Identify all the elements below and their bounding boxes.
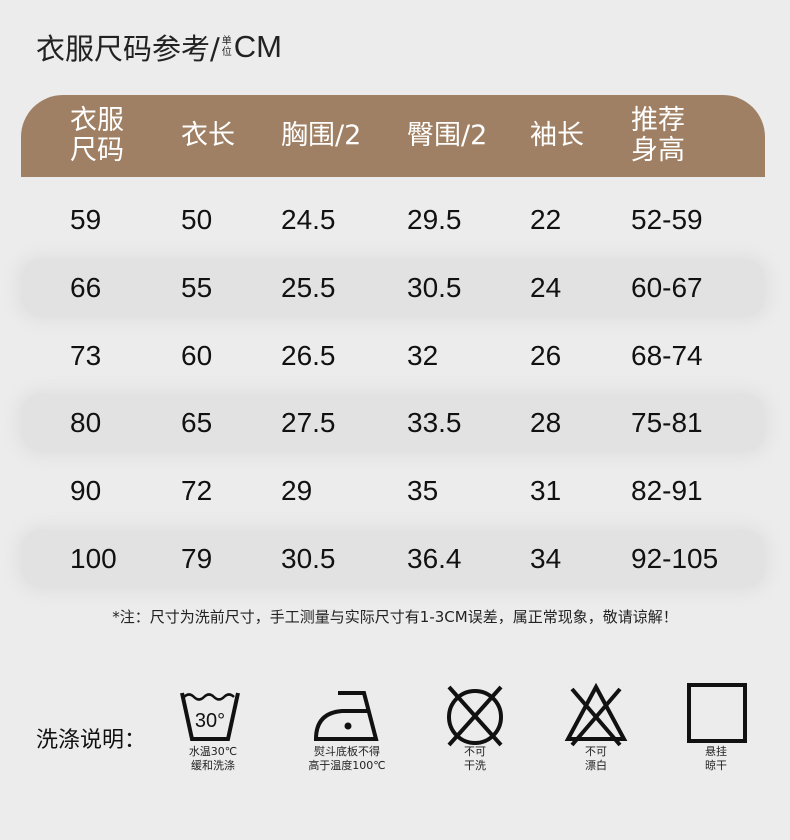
table-cell: 79 bbox=[181, 543, 213, 574]
table-cell: 72 bbox=[181, 475, 213, 507]
table-cell: 34 bbox=[530, 543, 562, 574]
title-text: 衣服尺码参考/ bbox=[36, 32, 220, 66]
care-caption: 水温30℃ 缓和洗涤 bbox=[158, 745, 268, 773]
care-caption: 熨斗底板不得 高于温度100℃ bbox=[292, 745, 402, 773]
table-cell: 26 bbox=[530, 339, 562, 371]
caption-line: 悬挂 bbox=[705, 745, 727, 758]
header-line: 尺码 bbox=[70, 135, 124, 166]
table-cell: 68-74 bbox=[631, 339, 703, 371]
table-cell: 50 bbox=[181, 204, 213, 235]
no-bleach-icon bbox=[564, 683, 628, 747]
table-cell: 24 bbox=[530, 271, 562, 303]
table-row: 59 50 24.5 29.5 22 52-59 bbox=[21, 191, 765, 249]
header-line: 衣服 bbox=[70, 105, 124, 136]
caption-line: 不可 bbox=[585, 745, 607, 758]
table-cell: 66 bbox=[70, 271, 102, 303]
table-cell: 36.4 bbox=[407, 543, 462, 574]
table-cell: 33.5 bbox=[407, 407, 462, 439]
table-row: 90 72 29 35 31 82-91 bbox=[21, 462, 765, 520]
table-cell: 60-67 bbox=[631, 271, 703, 303]
table-cell: 24.5 bbox=[281, 204, 336, 235]
wash-30-icon: 30° bbox=[180, 692, 240, 741]
header-line: 胸围/2 bbox=[281, 120, 362, 151]
care-caption: 不可 干洗 bbox=[420, 745, 530, 773]
column-header: 衣服 尺码 bbox=[70, 106, 124, 166]
caption-line: 漂白 bbox=[585, 759, 607, 772]
table-cell: 32 bbox=[407, 339, 439, 371]
header-line: 推荐 bbox=[631, 105, 685, 136]
table-cell: 30.5 bbox=[281, 543, 336, 574]
table-cell: 25.5 bbox=[281, 271, 336, 303]
table-cell: 92-105 bbox=[631, 543, 719, 574]
caption-line: 不可 bbox=[464, 745, 486, 758]
header-line: 衣长 bbox=[181, 120, 235, 151]
caption-line: 高于温度100℃ bbox=[308, 759, 386, 772]
unit-label: 单位 bbox=[222, 36, 232, 58]
table-cell: 29 bbox=[281, 475, 313, 507]
no-dry-clean-icon bbox=[447, 685, 503, 747]
table-cell: 28 bbox=[530, 407, 562, 439]
table-cell: 80 bbox=[70, 407, 102, 439]
table-cell: 26.5 bbox=[281, 339, 336, 371]
column-header: 袖长 bbox=[530, 121, 584, 151]
table-cell: 65 bbox=[181, 407, 213, 439]
table-row: 100 79 30.5 36.4 34 92-105 bbox=[21, 530, 765, 588]
page-title: 衣服尺码参考/ 单位 CM bbox=[36, 26, 282, 68]
table-row: 66 55 25.5 30.5 24 60-67 bbox=[21, 258, 765, 317]
table-cell: 27.5 bbox=[281, 407, 336, 439]
table-cell: 75-81 bbox=[631, 407, 703, 439]
column-header: 臀围/2 bbox=[407, 121, 487, 151]
column-header: 衣长 bbox=[181, 121, 235, 151]
table-cell: 82-91 bbox=[631, 475, 703, 507]
care-caption: 悬挂 晾干 bbox=[661, 745, 771, 773]
unit-char: 单 bbox=[221, 36, 232, 47]
header-line: 袖长 bbox=[530, 120, 584, 151]
table-cell: 55 bbox=[181, 271, 213, 303]
unit-value: CM bbox=[233, 29, 282, 64]
care-label: 洗涤说明： bbox=[36, 728, 147, 753]
table-cell: 59 bbox=[70, 204, 102, 235]
care-caption: 不可 漂白 bbox=[541, 745, 651, 773]
table-cell: 73 bbox=[70, 339, 102, 371]
table-cell: 52-59 bbox=[631, 204, 703, 235]
table-cell: 22 bbox=[530, 204, 562, 235]
caption-line: 晾干 bbox=[705, 759, 727, 772]
table-cell: 35 bbox=[407, 475, 439, 507]
table-cell: 29.5 bbox=[407, 204, 462, 235]
caption-line: 干洗 bbox=[464, 759, 486, 772]
caption-line: 熨斗底板不得 bbox=[314, 745, 380, 758]
column-header: 推荐 身高 bbox=[631, 106, 685, 166]
table-cell: 30.5 bbox=[407, 271, 462, 303]
table-cell: 90 bbox=[70, 475, 102, 507]
table-row: 73 60 26.5 32 26 68-74 bbox=[21, 327, 765, 385]
table-header: 衣服 尺码 衣长 胸围/2 臀围/2 袖长 推荐 身高 bbox=[21, 95, 765, 177]
caption-line: 水温30℃ bbox=[188, 745, 238, 758]
caption-line: 缓和洗涤 bbox=[191, 759, 235, 772]
table-cell: 60 bbox=[181, 339, 213, 371]
header-line: 身高 bbox=[631, 135, 685, 166]
hang-dry-icon bbox=[687, 683, 747, 743]
table-cell: 31 bbox=[530, 475, 562, 507]
unit-char: 位 bbox=[221, 47, 232, 58]
table-cell: 100 bbox=[70, 543, 117, 574]
iron-low-icon bbox=[313, 691, 379, 741]
wash-temp: 30° bbox=[195, 710, 225, 732]
table-row: 80 65 27.5 33.5 28 75-81 bbox=[21, 394, 765, 453]
column-header: 胸围/2 bbox=[281, 121, 361, 151]
size-note: *注：尺寸为洗前尺寸，手工测量与实际尺寸有1-3CM误差，属正常现象，敬请谅解！ bbox=[112, 608, 678, 626]
header-line: 臀围/2 bbox=[407, 120, 488, 151]
